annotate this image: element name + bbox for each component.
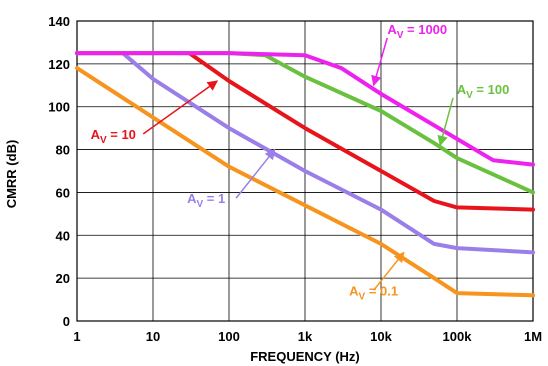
series-annotations: AV = 0.1 AV = 1 AV = 10 AV = 100 AV = 1000 (91, 22, 510, 302)
y-tick-label: 80 (56, 143, 70, 158)
y-tick-label: 40 (56, 228, 70, 243)
series-arrow-av-1 (235, 148, 276, 199)
series-label-av-0-1: AV = 0.1 (349, 283, 398, 302)
series-label-av-10: AV = 10 (91, 127, 136, 146)
y-tick-label: 0 (63, 314, 70, 329)
y-tick-label: 20 (56, 271, 70, 286)
grid (76, 20, 534, 322)
series-arrow-av-10 (142, 80, 219, 135)
x-tick-label: 1k (298, 329, 313, 344)
x-tick-label: 10 (146, 329, 160, 344)
y-tick-label: 140 (48, 14, 70, 29)
tick-labels: 1 10 100 1k 10k 100k 1M 0 20 40 60 80 100 120 140 (48, 14, 542, 344)
x-tick-label: 1M (524, 329, 542, 344)
x-axis-title: FREQUENCY (Hz) (250, 349, 360, 364)
y-tick-label: 100 (48, 100, 70, 115)
x-tick-label: 1 (73, 329, 80, 344)
series-arrow-av-100 (437, 97, 454, 147)
y-axis-title: CMRR (dB) (4, 140, 19, 209)
series-label-av-1: AV = 1 (187, 191, 225, 210)
series-arrow-av-1000 (371, 37, 388, 87)
x-tick-label: 100 (218, 329, 240, 344)
series-line-av-1000 (75, 51, 535, 167)
series-label-av-1000: AV = 1000 (387, 22, 447, 41)
x-tick-label: 100k (443, 329, 473, 344)
series-lines (75, 51, 535, 298)
series-line-av-0-1 (75, 66, 535, 298)
series-arrow-av-0-1 (373, 251, 405, 291)
series-label-av-100: AV = 100 (457, 82, 510, 101)
y-tick-label: 120 (48, 57, 70, 72)
y-tick-label: 60 (56, 185, 70, 200)
series-line-av-1 (75, 51, 535, 255)
x-tick-label: 10k (370, 329, 392, 344)
